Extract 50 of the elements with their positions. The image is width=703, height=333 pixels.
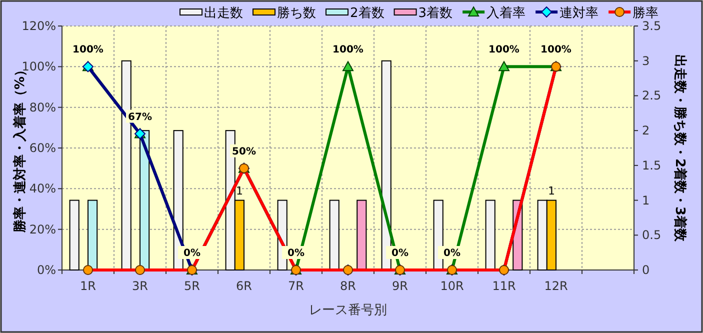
y2-tick-label: 3.5 (642, 19, 662, 33)
y2-tick-label: 2.5 (642, 88, 662, 103)
y-tick-label: 20% (29, 222, 56, 236)
data-label: 67% (128, 112, 152, 123)
legend-label: 勝ち数 (277, 6, 316, 21)
data-label: 0% (288, 248, 304, 259)
data-label: 100% (332, 44, 364, 56)
x-tick-label: 5R (184, 279, 200, 293)
data-label: 1 (236, 184, 243, 198)
legend-label: 3着数 (418, 5, 453, 21)
legend-label: 勝率 (632, 5, 659, 21)
bar (88, 200, 98, 270)
x-tick-label: 11R (492, 279, 516, 293)
data-label: 50% (232, 146, 256, 158)
y2-tick-label: 0 (642, 263, 650, 277)
bar (69, 200, 80, 270)
legend-label: 2着数 (350, 5, 384, 21)
x-tick-label: 9R (392, 279, 408, 293)
y-tick-label: 40% (29, 182, 56, 196)
y-tick-label: 120% (22, 19, 56, 33)
y-tick-label: 80% (29, 100, 56, 114)
legend-label: 入着率 (486, 5, 526, 21)
x-tick-label: 6R (236, 279, 252, 293)
data-label: 100% (540, 44, 572, 56)
data-label: 100% (488, 44, 520, 56)
y2-tick-label: 1 (642, 193, 650, 208)
data-label: 0% (184, 248, 200, 259)
y2-tick-label: 1.5 (642, 158, 662, 172)
x-tick-label: 8R (340, 279, 356, 293)
bar (356, 200, 367, 270)
y-tick-label: 60% (29, 141, 56, 155)
y2-tick-label: 3 (642, 54, 650, 68)
y2-tick-label: 2 (642, 124, 650, 138)
x-axis-title: レース番号別 (309, 303, 387, 318)
data-label: 0% (444, 248, 460, 259)
x-tick-label: 7R (288, 279, 304, 293)
x-tick-label: 10R (440, 279, 464, 293)
legend-label: 連対率 (560, 5, 599, 21)
y2-tick-label: 0.5 (642, 228, 662, 242)
y-tick-label: 0% (36, 263, 56, 277)
data-label: 1 (548, 184, 555, 198)
bar (329, 200, 340, 270)
x-tick-label: 12R (544, 279, 568, 293)
y2-axis-title: 出走数・勝ち数・2着数・3着数 (672, 54, 688, 243)
data-label: 100% (72, 44, 104, 56)
data-label: 0% (392, 248, 408, 259)
bar (485, 200, 496, 270)
x-tick-label: 1R (80, 279, 96, 293)
x-tick-label: 3R (132, 279, 148, 293)
legend-label: 出走数 (204, 6, 243, 21)
